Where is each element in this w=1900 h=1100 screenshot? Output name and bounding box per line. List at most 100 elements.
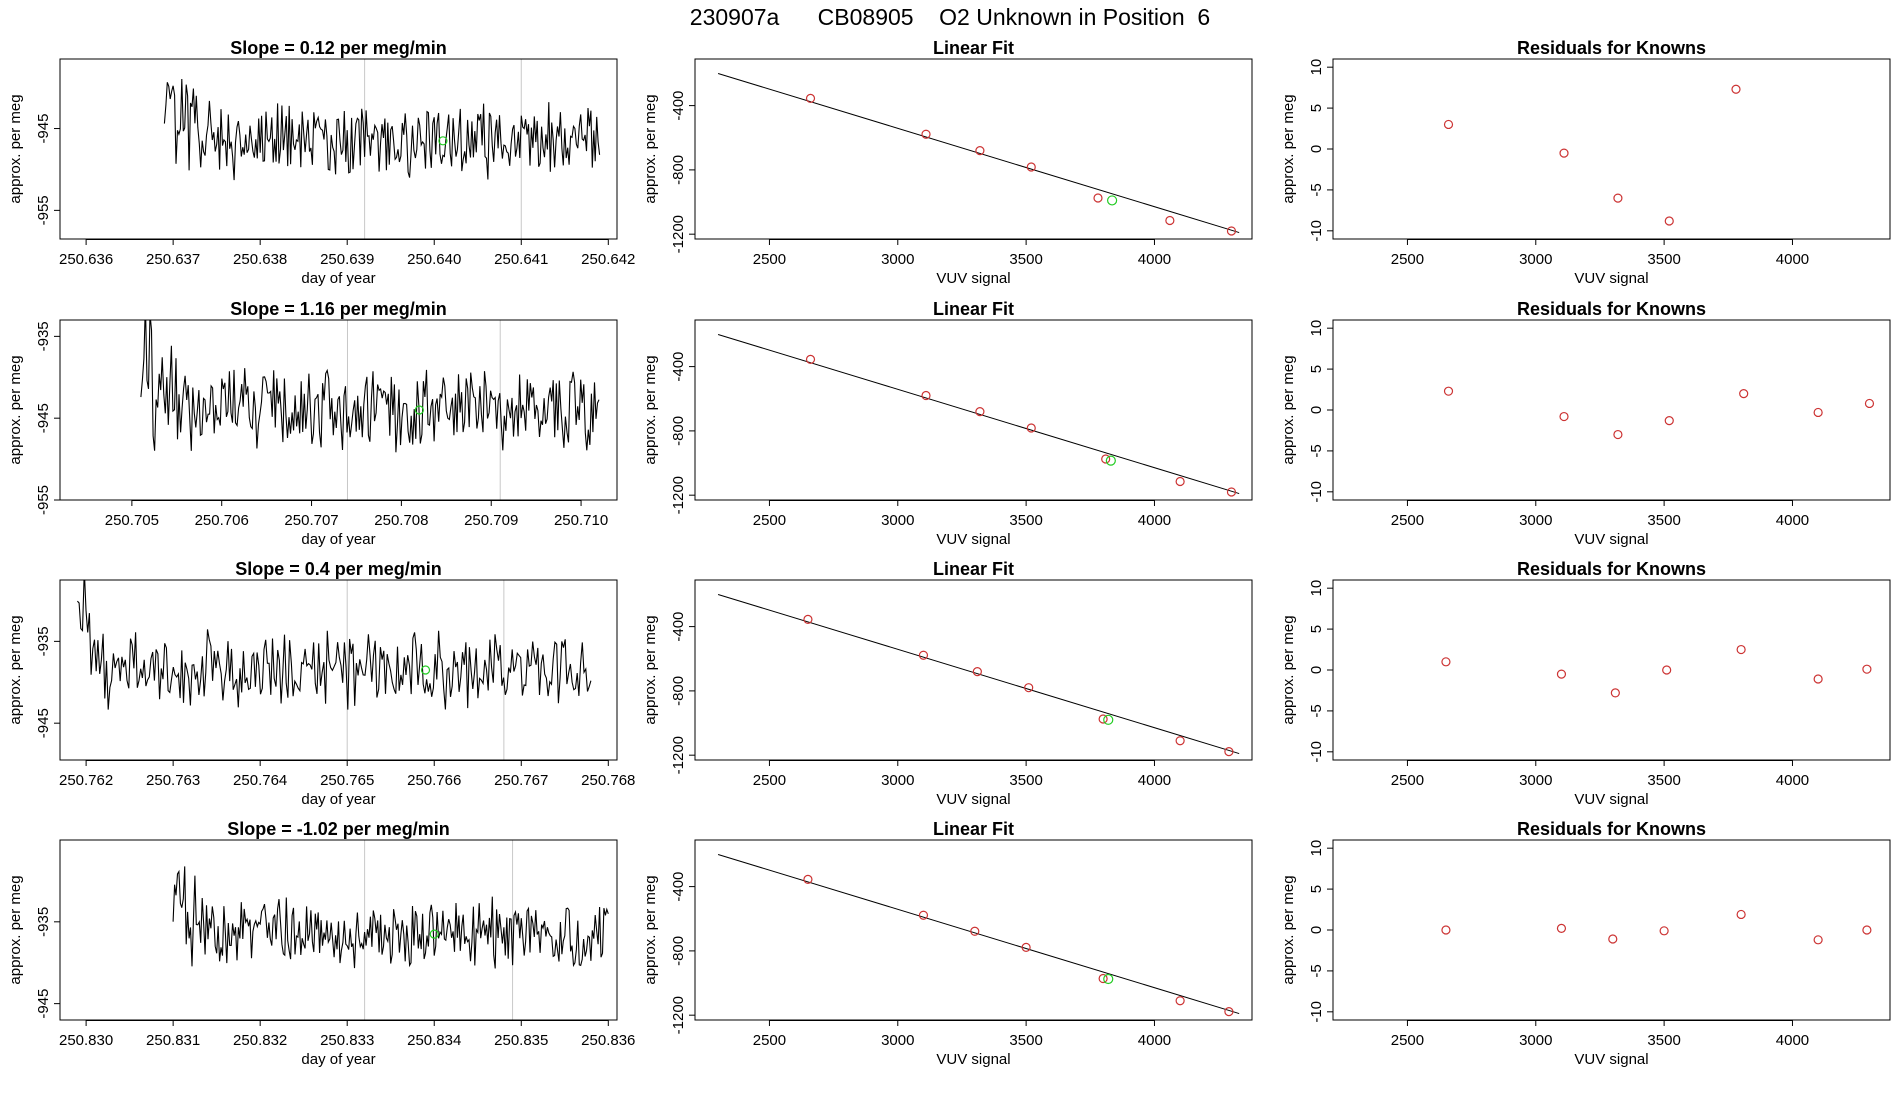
plot-title: Linear Fit: [933, 559, 1014, 579]
known-standard-point: [1098, 714, 1108, 724]
y-tick-label: -945: [35, 708, 52, 738]
known-standard-point: [1175, 736, 1185, 746]
plot-title: Residuals for Knowns: [1517, 819, 1706, 839]
x-tick-label: 3500: [1647, 512, 1680, 529]
x-tick-label: 250.641: [494, 251, 548, 268]
plot-area: [717, 72, 1240, 236]
residual-point: [1664, 416, 1674, 426]
residuals-panel-2: Residuals for Knowns 2500 3000 3500 4000 10 5 0…: [1280, 299, 1891, 548]
known-standard-point: [1098, 973, 1108, 984]
x-tick-label: 3500: [1647, 251, 1680, 268]
plot-frame: [1332, 579, 1891, 761]
x-tick-label: 3500: [1647, 772, 1680, 789]
plot-title: Residuals for Knowns: [1517, 559, 1706, 579]
y-tick-label: 0: [1308, 406, 1325, 414]
plot-title: Residuals for Knowns: [1517, 299, 1706, 319]
plot-area: [172, 840, 609, 1020]
fit-panel-3: Linear Fit 2500 3000 3500 4000 -400 -800 -1200 V…: [642, 559, 1253, 808]
plot-frame: [59, 839, 618, 1021]
timeseries-panel-4: Slope = -1.02 per meg/min 250.830 250.831 2…: [7, 819, 635, 1068]
y-tick-label: 10: [1308, 580, 1325, 597]
plot-title: Slope = 0.12 per meg/min: [230, 38, 447, 58]
x-tick-label: 3000: [881, 1032, 914, 1049]
residual-point: [1613, 193, 1623, 203]
x-tick-label: 4000: [1138, 512, 1171, 529]
timeseries-panel-2: Slope = 1.16 per meg/min 250.705 250.706 25…: [7, 299, 618, 548]
x-tick-label: 2500: [1391, 772, 1424, 789]
residual-point: [1608, 934, 1618, 944]
x-axis-label: VUV signal: [936, 1051, 1010, 1068]
regression-line: [717, 333, 1240, 495]
x-tick-label: 2500: [1391, 512, 1424, 529]
x-tick-label: 4000: [1776, 772, 1809, 789]
residual-point: [1736, 909, 1746, 920]
x-axis-label: VUV signal: [936, 270, 1010, 287]
x-tick-label: 250.836: [581, 1032, 635, 1049]
x-tick-label: 4000: [1138, 1032, 1171, 1049]
known-standard-point: [972, 667, 982, 677]
y-tick-label: -1200: [670, 215, 687, 253]
regression-line: [717, 593, 1240, 755]
known-standard-point: [1226, 226, 1237, 236]
known-standard-point: [1024, 683, 1034, 693]
known-standard-point: [803, 614, 813, 624]
y-tick-label: 5: [1308, 885, 1325, 893]
known-standard-point: [805, 354, 816, 364]
y-tick-label: -10: [1308, 481, 1325, 503]
x-tick-label: 250.637: [146, 251, 200, 268]
x-tick-label: 4000: [1138, 772, 1171, 789]
residual-point: [1441, 657, 1451, 667]
y-tick-label: -1200: [670, 476, 687, 514]
y-tick-label: -5: [1308, 964, 1325, 977]
x-tick-label: 3000: [1519, 772, 1552, 789]
residual-point: [1659, 926, 1669, 936]
plot-frame: [59, 579, 618, 761]
x-tick-label: 2500: [753, 1032, 786, 1049]
y-axis-label: approx. per meg: [1280, 355, 1297, 464]
fit-panel-2: Linear Fit 2500 3000 3500 4000 -400 -800 -1200 V…: [642, 299, 1253, 548]
known-standard-point: [921, 390, 931, 401]
x-tick-label: 2500: [1391, 1032, 1424, 1049]
x-tick-label: 3500: [1009, 1032, 1042, 1049]
x-axis-label: day of year: [301, 1051, 375, 1068]
plot-frame: [1332, 58, 1891, 240]
known-standard-point: [975, 407, 985, 417]
y-tick-label: -935: [35, 321, 52, 351]
x-axis-label: day of year: [301, 531, 375, 548]
y-axis-label: approx. per meg: [642, 94, 659, 203]
x-tick-label: 250.640: [407, 251, 461, 268]
residual-point: [1739, 389, 1749, 399]
plot-area: [1443, 84, 1741, 226]
signal-trace-line: [163, 78, 601, 181]
plot-frame: [694, 319, 1253, 501]
plot-area: [76, 580, 592, 760]
known-standard-point: [1101, 454, 1111, 464]
known-standard-point: [918, 650, 929, 660]
x-tick-label: 250.707: [284, 512, 338, 529]
known-standard-point: [970, 926, 980, 936]
x-axis-label: VUV signal: [1574, 1051, 1648, 1068]
plot-area: [1441, 644, 1872, 698]
residual-point: [1862, 925, 1872, 935]
known-standard-point: [1165, 215, 1175, 226]
y-tick-label: -1200: [670, 736, 687, 774]
x-tick-label: 250.830: [59, 1032, 113, 1049]
x-tick-label: 250.710: [554, 512, 608, 529]
residuals-panel-3: Residuals for Knowns 2500 3000 3500 4000 10 5 0…: [1280, 559, 1891, 808]
residual-point: [1813, 674, 1823, 684]
plot-frame: [1332, 839, 1891, 1021]
y-tick-label: -5: [1308, 444, 1325, 457]
plot-frame: [59, 58, 618, 240]
known-standard-point: [1226, 487, 1237, 497]
y-tick-label: 5: [1308, 104, 1325, 112]
x-tick-label: 3000: [1519, 512, 1552, 529]
x-tick-label: 4000: [1138, 251, 1171, 268]
y-tick-label: 5: [1308, 625, 1325, 633]
x-tick-label: 250.764: [233, 772, 287, 789]
x-tick-label: 250.642: [581, 251, 635, 268]
x-tick-label: 3000: [881, 772, 914, 789]
plot-title: Linear Fit: [933, 819, 1014, 839]
signal-trace-line: [140, 320, 600, 453]
x-axis-label: VUV signal: [1574, 531, 1648, 548]
